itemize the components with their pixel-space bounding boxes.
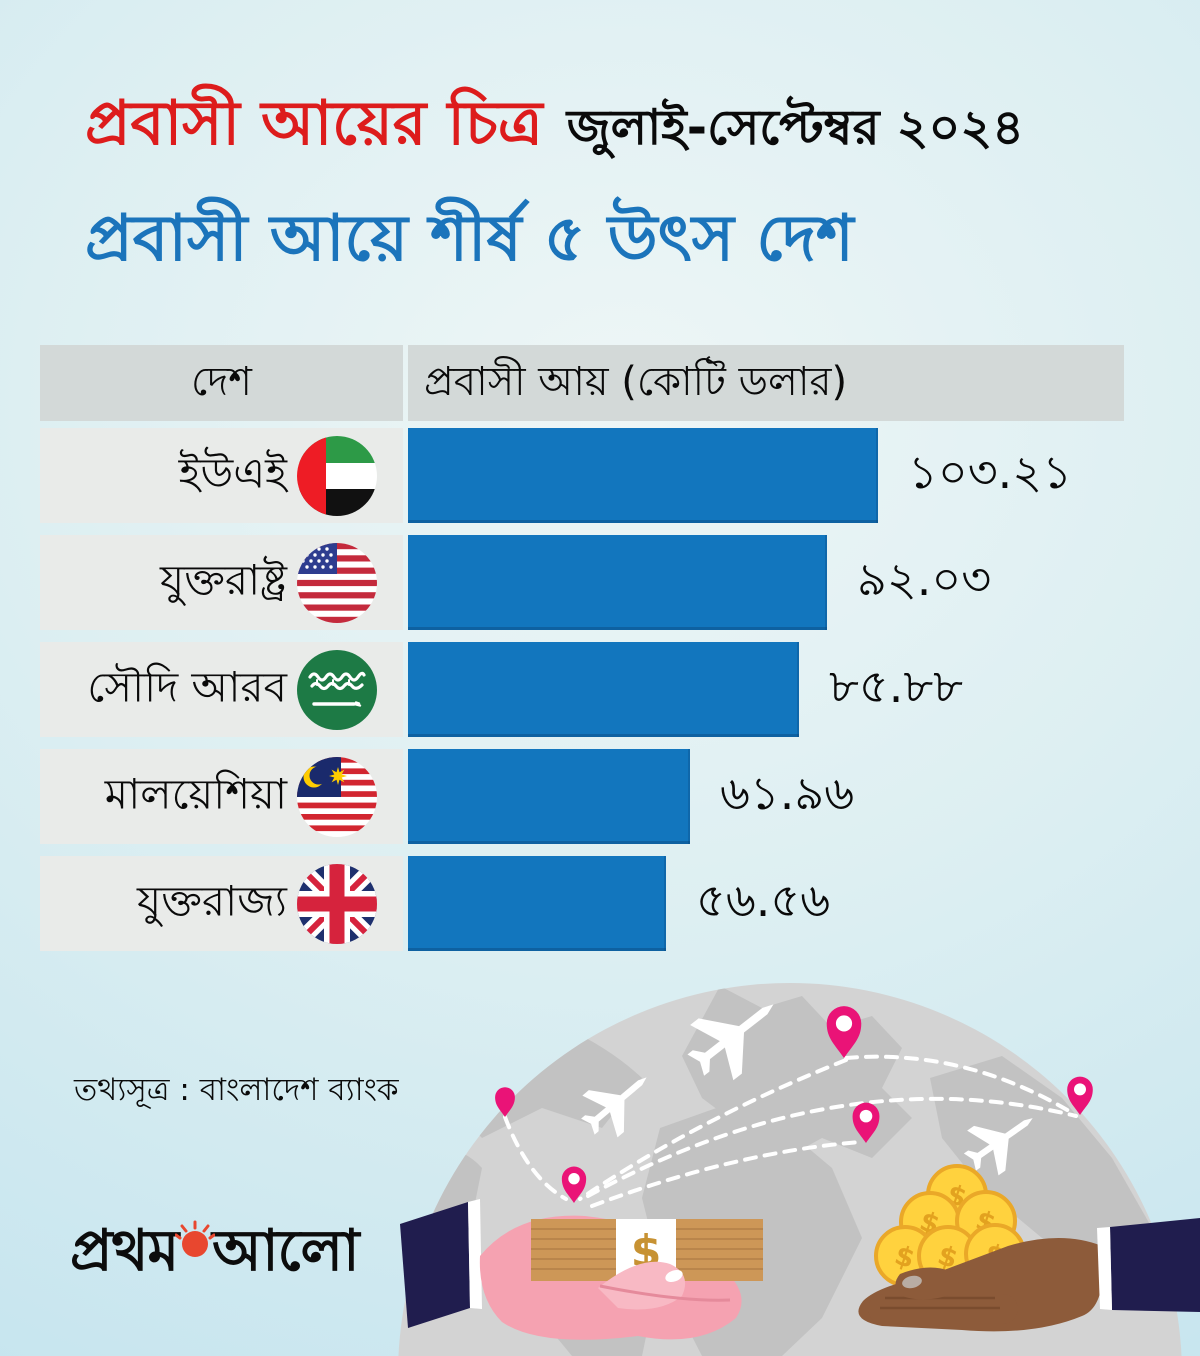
thumb [895, 1267, 959, 1300]
bar-value-label: ৫৬.৫৬ [696, 872, 831, 927]
thumb-nail [665, 1269, 683, 1283]
uk-flag-icon [297, 863, 377, 944]
bar-value-label: ৯২.০৩ [857, 551, 992, 606]
thumb-nail [902, 1275, 922, 1289]
airplane-icons [581, 1004, 1033, 1176]
table-row: যুক্তরাজ্য ৫৬.৫৬ [0, 856, 1200, 951]
logo-text-first: প্রথম [70, 1218, 179, 1284]
table-row: মালয়েশিয়া ৬১.৯ [0, 749, 1200, 844]
page-title: প্রবাসী আয়ের চিত্র জুলাই-সেপ্টেম্বর ২০২… [85, 76, 1024, 178]
table-row: সৌদি আরব ৮৫.৮৮ [0, 642, 1200, 737]
receiving-hand-group: $ $ $ $ $ [858, 1164, 1200, 1332]
chart-subtitle: প্রবাসী আয়ে শীর্ষ ৫ উৎস দেশ [85, 202, 854, 276]
location-pins [495, 1006, 1093, 1203]
bar-value-label: ১০৩.২১ [908, 444, 1073, 499]
table-row: ইউএই ১০৩.২১ [0, 428, 1200, 523]
suit-sleeve [400, 1202, 470, 1328]
country-name: ইউএই [178, 448, 287, 497]
sleeve-cuff [468, 1199, 482, 1309]
prothom-alo-logo: প্রথম আলো [70, 1208, 360, 1303]
location-pin-icon [852, 1102, 880, 1143]
bar [408, 428, 878, 523]
sleeve-cuff [1097, 1227, 1112, 1310]
malaysia-flag-icon [297, 756, 377, 837]
column-header-value: প্রবাসী আয় (কোটি ডলার) [408, 345, 1124, 421]
saudi-arabia-flag-icon [297, 649, 377, 730]
finger-line [599, 1284, 731, 1302]
bar-value-label: ৮৫.৮৮ [829, 658, 964, 713]
table-row: যুক্তরাষ্ট্র [0, 535, 1200, 630]
airplane-icon [687, 1004, 774, 1081]
location-pin-icon [495, 1087, 515, 1117]
bar [408, 749, 690, 844]
title-period: জুলাই-সেপ্টেম্বর ২০২৪ [566, 99, 1024, 156]
bar [408, 642, 799, 737]
column-header-country: দেশ [40, 345, 403, 421]
fingers [868, 1294, 1018, 1324]
remittance-illustration: $ $ $ $ [398, 983, 1200, 1356]
country-cell: যুক্তরাষ্ট্র [40, 535, 403, 630]
sun-icon [175, 1220, 216, 1257]
country-cell: মালয়েশিয়া [40, 749, 403, 844]
country-name: যুক্তরাষ্ট্র [159, 555, 287, 604]
location-pin-icon [1067, 1076, 1093, 1115]
country-name: সৌদি আরব [87, 662, 287, 711]
bar-value-label: ৬১.৯৬ [720, 765, 855, 820]
title-main: প্রবাসী আয়ের চিত্র [85, 88, 543, 159]
location-pin-icon [826, 1006, 862, 1058]
giving-hand-group: $ [400, 1199, 763, 1340]
dotted-routes [503, 1054, 1078, 1208]
country-cell: সৌদি আরব [40, 642, 403, 737]
location-pin-icon [561, 1166, 587, 1203]
country-cell: যুক্তরাজ্য [40, 856, 403, 951]
airplane-icon [963, 1118, 1033, 1176]
bar [408, 535, 827, 630]
country-name: যুক্তরাজ্য [136, 876, 287, 925]
country-cell: ইউএই [40, 428, 403, 523]
suit-sleeve [1110, 1218, 1200, 1312]
data-source: তথ্যসূত্র : বাংলাদেশ ব্যাংক [74, 1072, 399, 1108]
usa-flag-icon [297, 542, 377, 623]
uae-flag-icon [297, 435, 377, 516]
bar [408, 856, 666, 951]
logo-text-second: আলো [212, 1218, 359, 1284]
country-name: মালয়েশিয়া [104, 769, 287, 818]
airplane-icon [581, 1077, 647, 1138]
